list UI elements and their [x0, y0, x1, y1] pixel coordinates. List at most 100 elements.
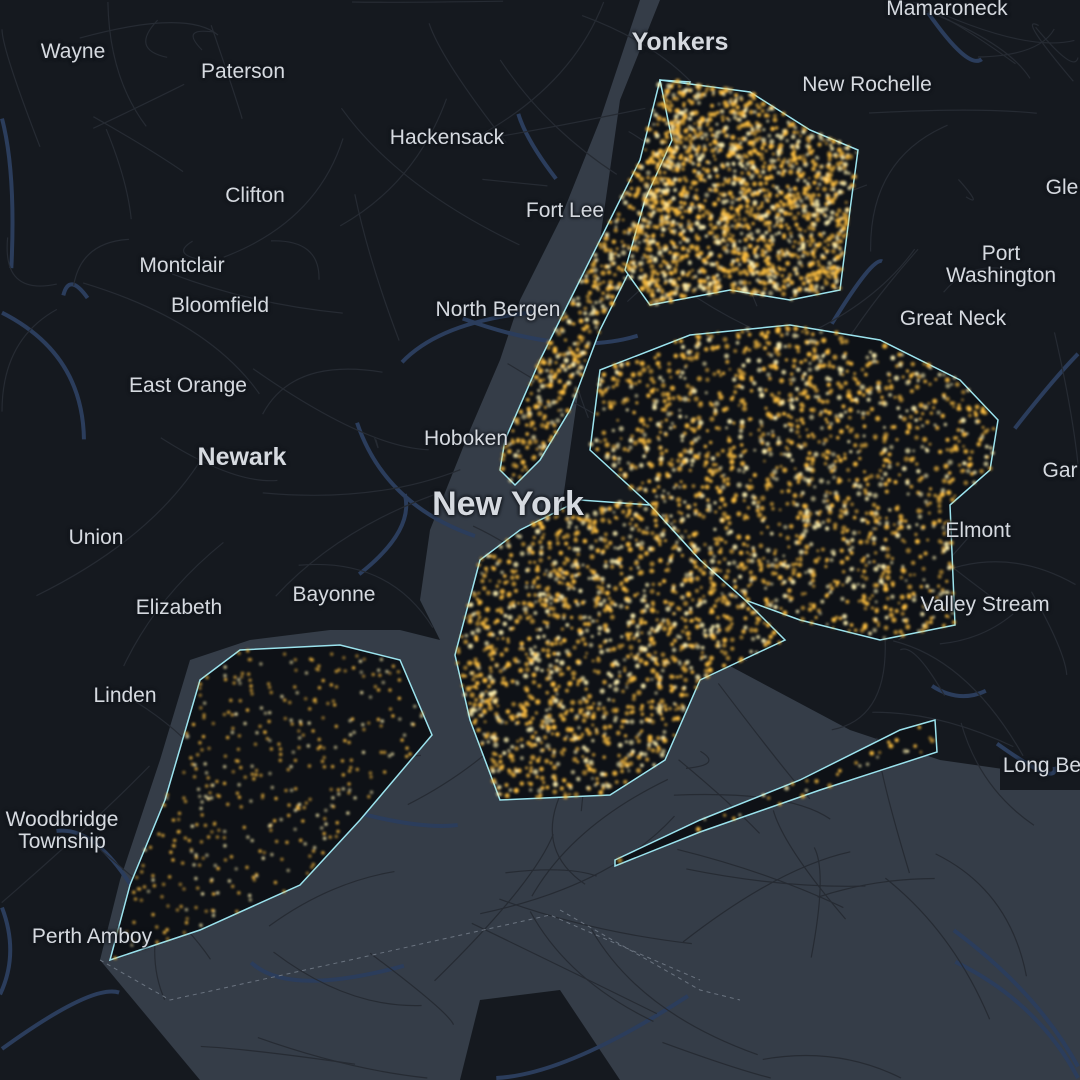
density-dot	[639, 360, 645, 367]
density-dot	[545, 648, 551, 653]
density-dot	[743, 616, 748, 621]
density-dot	[625, 378, 628, 382]
density-dot	[583, 642, 588, 646]
density-dot	[579, 279, 584, 284]
density-dot	[829, 421, 834, 426]
density-dot	[638, 176, 645, 182]
density-dot	[743, 196, 747, 200]
density-dot	[674, 108, 680, 114]
density-dot	[750, 127, 755, 132]
density-dot	[599, 585, 605, 592]
density-dot	[781, 369, 787, 375]
density-dot	[742, 217, 748, 222]
density-dot	[722, 473, 726, 477]
density-dot	[627, 227, 633, 233]
density-dot	[527, 568, 530, 572]
density-dot	[829, 558, 834, 562]
density-dot	[827, 157, 832, 162]
density-dot	[655, 360, 661, 366]
density-dot	[560, 408, 563, 412]
density-dot	[941, 551, 944, 555]
density-dot	[545, 368, 549, 373]
density-dot	[937, 504, 942, 508]
density-dot	[689, 202, 695, 207]
density-dot	[834, 212, 839, 217]
density-dot	[721, 582, 726, 587]
density-dot	[597, 632, 601, 635]
density-dot	[524, 585, 529, 589]
density-dot	[563, 338, 568, 342]
density-dot	[799, 360, 804, 365]
density-dot	[474, 636, 479, 641]
density-dot	[524, 667, 530, 673]
density-dot	[836, 147, 842, 153]
density-dot	[795, 396, 798, 400]
density-dot	[600, 517, 606, 523]
density-dot	[861, 599, 867, 604]
density-dot	[809, 621, 814, 625]
road	[1, 29, 41, 148]
density-dot	[878, 482, 883, 487]
density-dot	[727, 274, 732, 279]
density-dot	[827, 260, 833, 266]
density-dot	[824, 142, 829, 146]
density-dot	[779, 378, 785, 384]
density-dot	[566, 319, 572, 325]
density-dot	[799, 445, 804, 450]
density-dot	[788, 240, 792, 244]
density-dot	[604, 454, 610, 460]
density-dot	[807, 150, 813, 155]
density-dot	[660, 233, 665, 237]
density-dot	[729, 396, 734, 402]
density-dot	[475, 610, 481, 616]
density-dot	[515, 420, 520, 425]
density-dot	[823, 408, 828, 414]
density-dot	[727, 419, 733, 424]
density-dot	[690, 618, 695, 623]
density-dot	[734, 374, 738, 377]
density-dot	[740, 603, 745, 608]
borough-rockaway[interactable]	[614, 719, 938, 868]
density-dot	[486, 590, 491, 596]
density-dot	[702, 361, 707, 366]
density-dot	[616, 212, 621, 217]
density-dot	[873, 566, 879, 572]
density-dot	[557, 580, 562, 585]
density-dot	[737, 176, 743, 182]
density-dot	[685, 659, 690, 665]
highway	[1013, 352, 1080, 430]
density-dot	[487, 705, 493, 711]
density-dot	[777, 522, 782, 527]
density-dot	[914, 435, 919, 440]
density-dot	[918, 402, 924, 408]
density-dot	[656, 745, 661, 750]
density-dot	[717, 426, 722, 431]
density-dot	[762, 238, 767, 243]
density-dot	[723, 227, 727, 231]
density-dot	[796, 211, 801, 216]
density-dot	[858, 449, 862, 453]
density-dot	[611, 400, 617, 406]
density-dot	[675, 497, 682, 503]
density-dot	[817, 556, 821, 561]
density-dot	[988, 466, 993, 471]
density-dot	[769, 106, 774, 111]
density-dot	[779, 200, 783, 204]
density-dot	[868, 386, 873, 391]
density-dot	[722, 557, 727, 561]
density-dot	[617, 254, 621, 258]
density-dot	[649, 607, 655, 613]
density-dot	[715, 623, 721, 629]
density-dot	[640, 231, 644, 235]
density-dot	[877, 563, 881, 568]
density-dot	[588, 544, 594, 551]
density-dot	[768, 603, 773, 608]
density-dot	[602, 724, 608, 730]
density-dot	[794, 386, 800, 392]
density-dot	[801, 421, 805, 425]
density-dot	[529, 391, 533, 396]
density-dot	[734, 385, 738, 389]
density-dot	[675, 131, 680, 136]
density-dot	[533, 560, 536, 564]
